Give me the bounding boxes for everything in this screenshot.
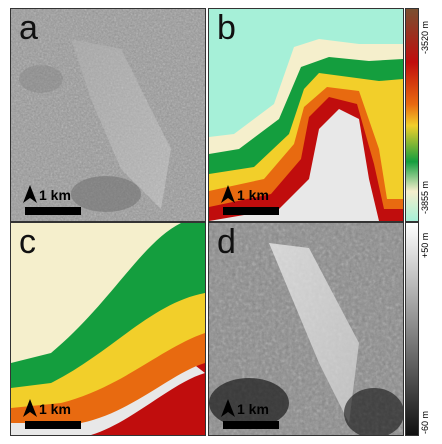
panel-b-elevation-image: [209, 9, 403, 221]
elevation-bottom-label: -3855 m: [420, 180, 430, 214]
panel-c-scale-label: 1 km: [39, 401, 71, 417]
panel-a-scale-label: 1 km: [39, 187, 71, 203]
panel-a-scale: 1 km: [19, 185, 109, 215]
relative-top-label: +50 m: [420, 232, 430, 258]
panel-b-elevation-map: b 1 km: [208, 8, 404, 222]
north-arrow-icon: [221, 185, 235, 203]
panel-c-model-map: c 1 km: [10, 222, 206, 436]
north-arrow-icon: [221, 399, 235, 417]
relative-bottom-label: -60 m: [420, 410, 430, 434]
elevation-colorbar: [405, 8, 419, 222]
elevation-top-label: -3520 m: [420, 20, 430, 54]
panel-a-letter: a: [19, 9, 38, 47]
relative-colorbar: [405, 222, 419, 436]
panel-c-letter: c: [19, 223, 36, 261]
panel-d-scale: 1 km: [217, 399, 307, 429]
panel-d-scale-label: 1 km: [237, 401, 269, 417]
panel-d-scale-bar: [223, 421, 279, 429]
panel-c-scale: 1 km: [19, 399, 109, 429]
panel-d-relative-map: d 1 km: [208, 222, 404, 436]
panel-b-scale-bar: [223, 207, 279, 215]
panel-a-scale-bar: [25, 207, 81, 215]
north-arrow-icon: [23, 399, 37, 417]
panel-b-scale-label: 1 km: [237, 187, 269, 203]
panel-b-letter: b: [217, 9, 236, 47]
panel-d-letter: d: [217, 223, 236, 261]
panel-c-scale-bar: [25, 421, 81, 429]
north-arrow-icon: [23, 185, 37, 203]
panel-a-orbital-image: a 1 km: [10, 8, 206, 222]
panel-c-model-image: [11, 223, 205, 435]
panel-d-relative-image: [209, 223, 403, 435]
panel-a-terrain-image: [11, 9, 205, 221]
panel-b-scale: 1 km: [217, 185, 307, 215]
